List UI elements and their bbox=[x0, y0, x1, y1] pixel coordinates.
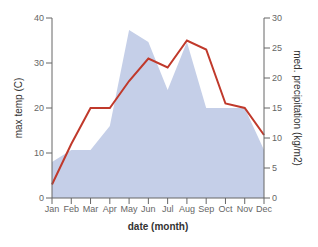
svg-text:20: 20 bbox=[272, 73, 282, 83]
svg-text:max temp (C): max temp (C) bbox=[13, 78, 24, 139]
svg-text:Feb: Feb bbox=[64, 204, 80, 214]
svg-text:30: 30 bbox=[34, 58, 44, 68]
svg-text:15: 15 bbox=[272, 103, 282, 113]
svg-text:date (month): date (month) bbox=[128, 221, 189, 232]
svg-text:0: 0 bbox=[39, 193, 44, 203]
svg-text:Jul: Jul bbox=[162, 204, 174, 214]
svg-text:Jun: Jun bbox=[141, 204, 156, 214]
svg-text:5: 5 bbox=[272, 163, 277, 173]
svg-text:25: 25 bbox=[272, 43, 282, 53]
svg-text:Oct: Oct bbox=[218, 204, 233, 214]
svg-text:10: 10 bbox=[34, 148, 44, 158]
svg-text:Dec: Dec bbox=[256, 204, 273, 214]
svg-text:Apr: Apr bbox=[103, 204, 117, 214]
svg-text:Sep: Sep bbox=[198, 204, 214, 214]
svg-text:20: 20 bbox=[34, 103, 44, 113]
svg-text:Jan: Jan bbox=[45, 204, 60, 214]
svg-text:May: May bbox=[121, 204, 139, 214]
svg-text:10: 10 bbox=[272, 133, 282, 143]
svg-text:Mar: Mar bbox=[83, 204, 99, 214]
svg-text:med. precipitation (kg/m2): med. precipitation (kg/m2) bbox=[292, 50, 303, 166]
svg-text:40: 40 bbox=[34, 13, 44, 23]
svg-text:0: 0 bbox=[272, 193, 277, 203]
svg-text:30: 30 bbox=[272, 13, 282, 23]
svg-text:Nov: Nov bbox=[237, 204, 254, 214]
svg-text:Aug: Aug bbox=[179, 204, 195, 214]
